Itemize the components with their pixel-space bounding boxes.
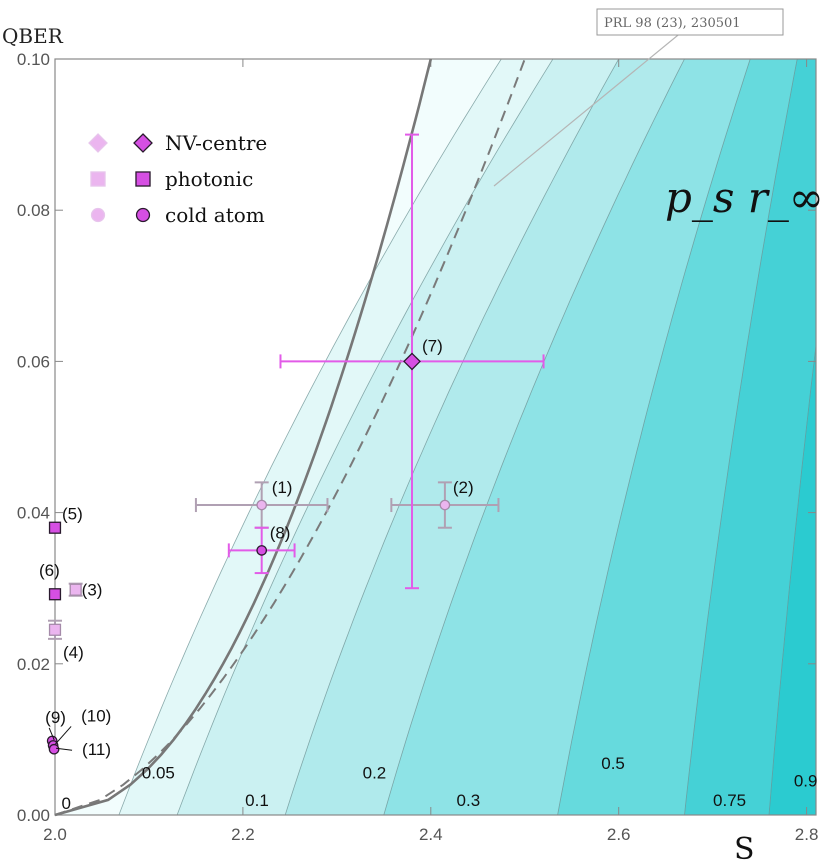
legend-label: cold atom [165, 203, 265, 227]
legend-marker-faded [88, 133, 108, 153]
legend-marker [133, 133, 153, 153]
x-tick-label: 2.8 [795, 825, 819, 844]
point-leader-line [55, 747, 73, 751]
quantity-annotation: p_s r_∞ [665, 173, 824, 222]
y-tick-label: 0.02 [17, 655, 50, 674]
data-point-label: (11) [82, 740, 111, 759]
x-axis-title: S [734, 832, 755, 860]
legend-marker-faded [90, 207, 106, 223]
data-point-marker [48, 743, 60, 755]
y-axis-title: QBER [2, 24, 64, 48]
contour-line [768, 342, 816, 815]
contour-band [285, 59, 685, 815]
contour-line [284, 59, 620, 815]
contour-bands [55, 59, 816, 815]
data-point-label: (8) [270, 523, 291, 542]
y-tick-label: 0.00 [17, 806, 50, 825]
data-point-marker [69, 583, 82, 596]
contour-band [383, 59, 751, 815]
y-tick-label: 0.04 [17, 504, 50, 523]
contour-lines [118, 59, 816, 815]
contour-label: 0.5 [601, 754, 625, 773]
data-point-marker [403, 352, 421, 371]
contour-band [177, 59, 619, 815]
contour-line [557, 59, 751, 815]
data-points: (1) (2) (3) (4) (5) (6) (7) (8) (9) (10) (11) [39, 133, 545, 759]
reference-callout-box [596, 8, 784, 36]
legend-marker [135, 171, 151, 187]
y-tick-label: 0.10 [17, 50, 50, 69]
x-axis-ticks: 2.0 2.2 2.4 2.6 2.8 [43, 59, 818, 844]
data-point-label: (5) [62, 505, 83, 524]
point-leader-line [48, 727, 55, 741]
contour-label: 0.3 [457, 791, 481, 810]
contour-label: 0.1 [245, 791, 269, 810]
contour-line [176, 59, 554, 815]
contour-line [383, 59, 685, 815]
data-point-label: (2) [453, 478, 474, 497]
data-point-marker [256, 499, 268, 511]
y-tick-label: 0.08 [17, 201, 50, 220]
data-point-label: (1) [272, 478, 293, 497]
legend: NV-centre photonic cold atom [88, 131, 267, 227]
x-tick-label: 2.4 [419, 825, 443, 844]
data-point-label: (6) [39, 561, 60, 580]
legend-label: NV-centre [165, 131, 267, 155]
contour-label: 0.75 [713, 791, 746, 810]
contour-band [769, 345, 816, 815]
x-tick-label: 2.2 [231, 825, 255, 844]
data-point-label: (10) [81, 706, 111, 725]
contour-band [684, 59, 816, 815]
contour-band [118, 59, 553, 815]
contour-label: 0 [62, 794, 71, 813]
x-tick-label: 2.0 [43, 825, 67, 844]
legend-label: photonic [165, 167, 253, 191]
data-point-marker [48, 588, 62, 601]
data-point-label: (9) [45, 708, 66, 727]
reference-callout-text: PRL 98 (23), 230501 [604, 16, 741, 31]
contour-labels: 0 0.05 0.1 0.2 0.3 0.5 0.75 0.9 [62, 754, 818, 813]
reference-dashed-curve [54, 58, 526, 816]
data-point-label: (7) [422, 336, 443, 355]
security-boundary-curve [54, 58, 433, 817]
data-point-marker [439, 499, 451, 511]
legend-marker-faded [90, 171, 106, 187]
contour-label: 0.05 [142, 764, 175, 783]
contour-label: 0.2 [363, 764, 387, 783]
point-leader-line [54, 726, 72, 745]
data-point-label: (3) [82, 581, 103, 600]
y-axis-ticks: 0.000.020.040.060.080.10 [17, 50, 816, 825]
legend-marker [135, 207, 151, 223]
x-tick-label: 2.6 [607, 825, 631, 844]
contour-line [684, 59, 798, 815]
data-point-label: (4) [63, 643, 84, 662]
y-tick-label: 0.06 [17, 352, 50, 371]
contour-band [557, 59, 798, 815]
contour-label: 0.9 [794, 771, 818, 790]
reference-callout-line [493, 30, 684, 187]
plot-frame [54, 58, 817, 816]
data-point-marker [256, 545, 268, 556]
data-point-marker [48, 521, 62, 534]
contour-line [118, 59, 502, 815]
data-point-marker [48, 623, 62, 636]
